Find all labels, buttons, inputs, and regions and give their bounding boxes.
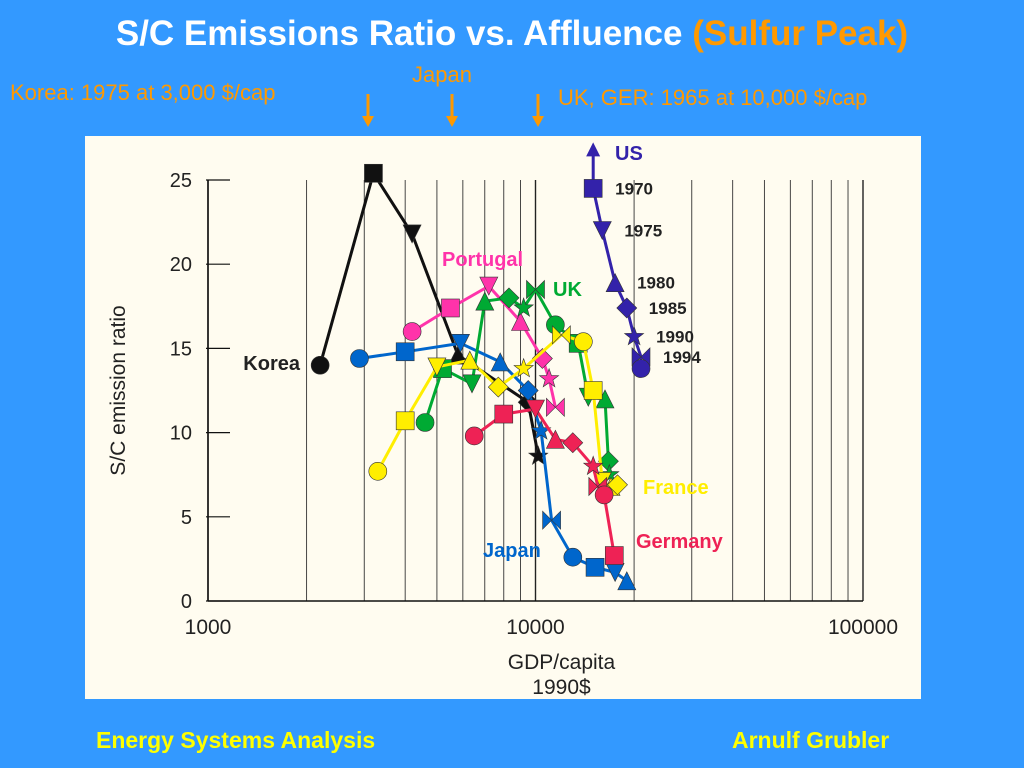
year-label: 1975 <box>624 222 662 241</box>
data-point <box>427 357 447 377</box>
data-point <box>402 322 422 341</box>
series-label: Korea <box>243 353 301 375</box>
data-point <box>310 355 330 375</box>
data-point <box>552 325 571 345</box>
data-point <box>616 297 638 319</box>
slide-title: S/C Emissions Ratio vs. Affluence (Sulfu… <box>0 14 1024 54</box>
uk-ger-arrow-icon <box>532 94 544 127</box>
data-point <box>395 342 415 362</box>
data-point <box>623 325 645 346</box>
data-point <box>490 352 510 372</box>
us-arrowhead <box>586 142 601 157</box>
data-point <box>395 411 415 431</box>
y-tick-label: 15 <box>170 338 192 360</box>
series-portugal <box>402 276 565 418</box>
data-point <box>546 397 565 418</box>
data-point <box>402 224 422 244</box>
year-label: 1970 <box>615 179 653 198</box>
data-point <box>368 462 388 481</box>
y-tick-label: 25 <box>170 170 192 192</box>
data-point <box>542 510 561 530</box>
title-main: S/C Emissions Ratio vs. Affluence <box>115 14 683 53</box>
data-point <box>631 359 651 378</box>
data-point <box>350 349 369 368</box>
data-point <box>538 367 560 388</box>
data-point <box>531 348 553 369</box>
data-point <box>511 311 530 331</box>
japan-arrow-icon <box>446 94 458 127</box>
year-label: 1980 <box>637 274 675 293</box>
data-point <box>494 404 514 424</box>
data-point <box>464 426 484 446</box>
japan-annotation: Japan <box>412 62 472 87</box>
y-tick-label: 20 <box>170 254 192 276</box>
x-axis-label: GDP/capita <box>508 651 616 674</box>
data-point <box>605 273 625 292</box>
series-label: France <box>643 477 709 499</box>
data-point <box>513 297 535 317</box>
data-point <box>583 381 603 400</box>
title-highlight: (Sulfur Peak) <box>692 14 909 53</box>
data-point <box>607 474 628 496</box>
data-point <box>582 455 604 476</box>
korea-arrow-icon <box>362 94 374 127</box>
chart-panel: 0 5 10 15 20 25 1000 10000 100000 GDP/capita 1990$… <box>85 136 921 699</box>
series-label: Germany <box>636 531 724 553</box>
data-point <box>451 334 470 353</box>
data-point <box>562 432 584 454</box>
data-point <box>617 571 637 591</box>
data-point <box>462 374 482 394</box>
footer-left: Energy Systems Analysis <box>96 727 376 753</box>
data-point <box>583 179 603 198</box>
footer-right: Arnulf Grubler <box>732 727 890 753</box>
data-point <box>526 399 545 419</box>
x-axis-unit: 1990$ <box>532 676 591 699</box>
x-tick-label: 100000 <box>828 616 898 639</box>
data-point <box>364 163 383 183</box>
year-label: 1990 <box>656 328 694 347</box>
data-point <box>475 291 495 311</box>
data-point <box>479 276 499 296</box>
y-tick-label: 10 <box>170 423 192 445</box>
data-point <box>415 413 435 432</box>
series-label: UK <box>553 279 582 301</box>
data-point <box>585 558 605 577</box>
data-point <box>604 546 624 565</box>
series-label: US <box>615 143 643 165</box>
uk-ger-annotation: UK, GER: 1965 at 10,000 $/cap <box>558 85 868 110</box>
data-point <box>592 221 612 241</box>
data-point <box>441 298 460 318</box>
x-tick-label: 10000 <box>506 616 564 639</box>
series-label: Japan <box>483 540 541 562</box>
series-france <box>368 325 628 496</box>
data-point <box>460 350 480 370</box>
data-point <box>527 445 549 466</box>
year-label: 1985 <box>649 299 687 318</box>
korea-annotation: Korea: 1975 at 3,000 $/cap <box>10 80 276 105</box>
series-label: Portugal <box>442 249 523 271</box>
data-point <box>594 485 614 505</box>
data-point <box>563 547 583 567</box>
data-point <box>574 332 593 351</box>
series-germany <box>464 399 624 565</box>
chart: 0 5 10 15 20 25 1000 10000 100000 GDP/capita1990$… <box>107 142 898 699</box>
x-tick-label: 1000 <box>185 616 232 639</box>
y-axis-label: S/C emission ratio <box>107 305 130 475</box>
data-point <box>487 376 509 398</box>
y-tick-label: 0 <box>181 591 192 613</box>
year-label: 1994 <box>663 348 701 367</box>
data-point <box>526 279 545 300</box>
data-point <box>545 429 565 449</box>
y-tick-label: 5 <box>181 507 192 529</box>
data-point <box>498 287 520 309</box>
data-point <box>513 357 535 378</box>
